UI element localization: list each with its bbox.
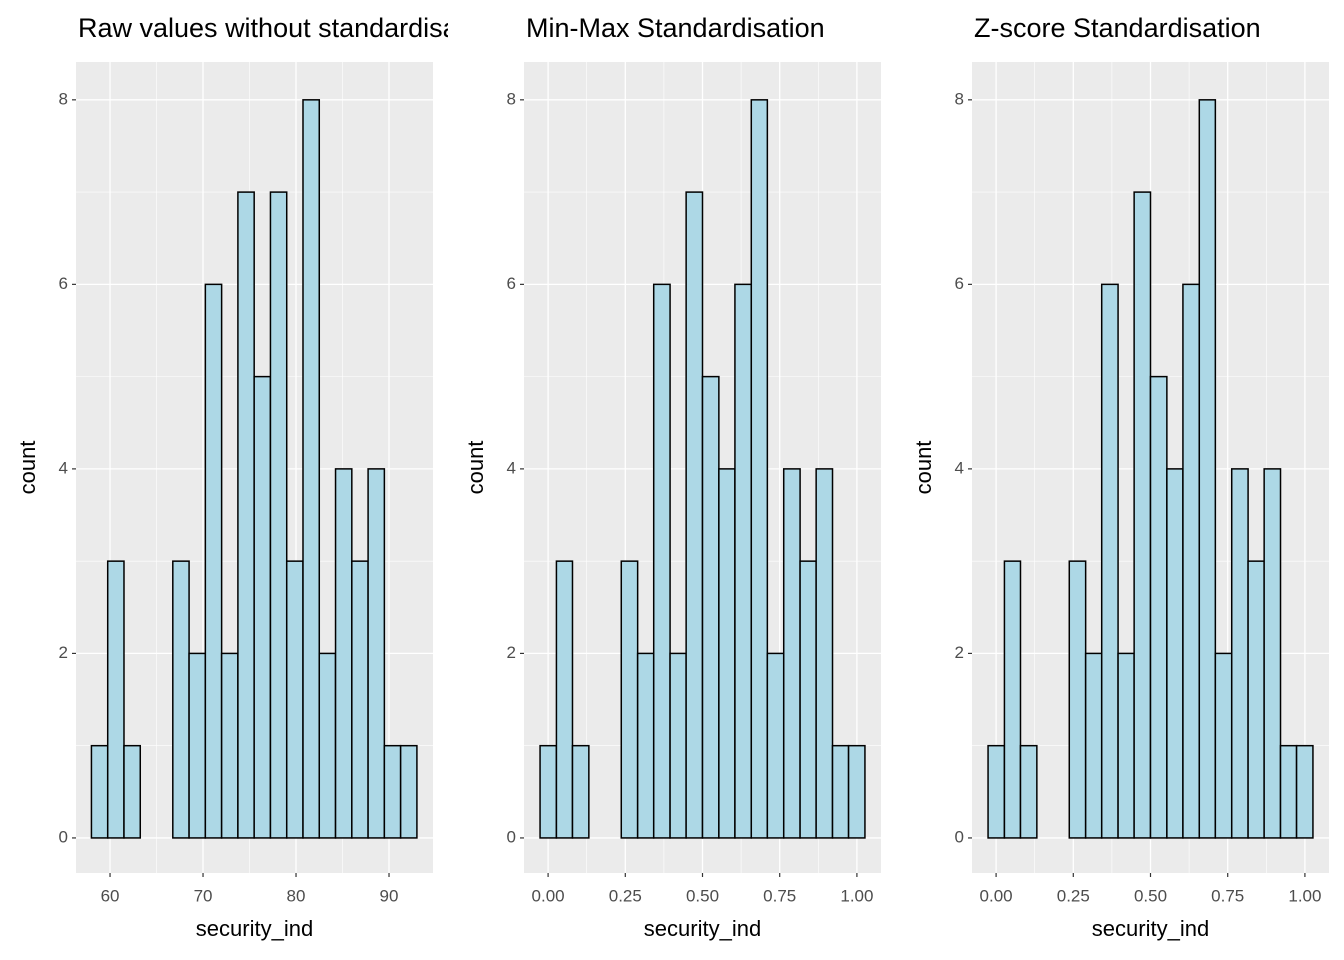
bar xyxy=(399,744,418,839)
x-tick-label: 0.50 xyxy=(686,886,719,905)
bar xyxy=(847,744,866,839)
bar xyxy=(652,283,671,839)
y-tick-label: 6 xyxy=(507,274,516,293)
y-tick-label: 0 xyxy=(507,827,516,846)
x-tick-label: 1.00 xyxy=(1288,886,1321,905)
bar xyxy=(90,744,109,839)
bar xyxy=(1117,652,1135,839)
bar xyxy=(1149,375,1168,839)
bar xyxy=(685,191,704,839)
bar xyxy=(1019,744,1038,839)
bar xyxy=(1247,560,1265,839)
bar xyxy=(285,560,304,839)
bar xyxy=(750,99,769,839)
bar xyxy=(831,744,850,839)
bar xyxy=(1166,468,1184,839)
y-tick-label: 4 xyxy=(507,458,516,477)
bar xyxy=(799,560,817,839)
bar xyxy=(718,468,736,839)
bar xyxy=(1084,652,1103,839)
x-tick-label: 0.25 xyxy=(609,886,642,905)
panel-title: Raw values without standardisation xyxy=(78,13,501,43)
bar xyxy=(1279,744,1298,839)
x-tick-label: 80 xyxy=(287,886,306,905)
bar xyxy=(106,560,125,839)
bar xyxy=(1003,560,1022,839)
x-tick-label: 0.00 xyxy=(980,886,1013,905)
panel: 0 2 4 6 8 0.00 0.25 0.50 0.75 1.00 Min-Max Standar… xyxy=(463,13,881,941)
x-tick-label: 0.50 xyxy=(1134,886,1167,905)
bar xyxy=(334,468,353,839)
x-tick-label: 70 xyxy=(194,886,213,905)
x-tick-label: 60 xyxy=(101,886,120,905)
bar xyxy=(620,560,639,839)
bar xyxy=(253,375,272,839)
bar xyxy=(1295,744,1314,839)
bar xyxy=(1068,560,1087,839)
bar xyxy=(815,468,834,839)
bar xyxy=(1230,468,1249,839)
bar xyxy=(1182,283,1201,839)
x-axis-label: security_ind xyxy=(196,916,313,941)
y-tick-label: 2 xyxy=(507,643,516,662)
x-axis-label: security_ind xyxy=(644,916,761,941)
bar xyxy=(1214,652,1233,839)
bar xyxy=(636,652,655,839)
bar xyxy=(237,191,255,839)
y-axis-label: count xyxy=(15,441,40,495)
bar xyxy=(669,652,687,839)
y-tick-label: 4 xyxy=(955,458,964,477)
y-tick-label: 6 xyxy=(59,274,68,293)
bar xyxy=(172,560,190,839)
x-tick-label: 0.75 xyxy=(763,886,796,905)
bar xyxy=(351,560,369,839)
x-tick-label: 1.00 xyxy=(840,886,873,905)
bar xyxy=(383,744,402,839)
x-axis-label: security_ind xyxy=(1092,916,1209,941)
panel-title: Min-Max Standardisation xyxy=(526,13,825,43)
y-tick-label: 0 xyxy=(59,827,68,846)
bar xyxy=(367,468,386,839)
x-tick-label: 0.00 xyxy=(532,886,565,905)
panel: 0 2 4 6 8 0.00 0.25 0.50 0.75 1.00 Z-score Standar… xyxy=(911,13,1329,941)
bar xyxy=(766,652,785,839)
bar xyxy=(318,652,337,839)
bar xyxy=(188,652,207,839)
bar xyxy=(782,468,801,839)
bar xyxy=(987,744,1006,839)
y-tick-label: 0 xyxy=(955,827,964,846)
bar xyxy=(123,744,142,839)
bar xyxy=(204,283,223,839)
bar xyxy=(302,99,321,839)
x-tick-label: 90 xyxy=(380,886,399,905)
bar xyxy=(1133,191,1152,839)
y-tick-label: 8 xyxy=(955,89,964,108)
y-tick-label: 6 xyxy=(955,274,964,293)
bar xyxy=(1198,99,1217,839)
bar xyxy=(220,652,239,839)
y-tick-label: 8 xyxy=(507,89,516,108)
bar xyxy=(555,560,574,839)
y-tick-label: 2 xyxy=(59,643,68,662)
panel-title: Z-score Standardisation xyxy=(974,13,1261,43)
bar xyxy=(734,283,753,839)
y-tick-label: 4 xyxy=(59,458,68,477)
bar xyxy=(269,191,288,839)
x-tick-label: 0.75 xyxy=(1211,886,1244,905)
bar xyxy=(701,375,720,839)
x-tick-label: 0.25 xyxy=(1057,886,1090,905)
y-axis-label: count xyxy=(911,441,936,495)
y-tick-label: 2 xyxy=(955,643,964,662)
y-tick-label: 8 xyxy=(59,89,68,108)
bar xyxy=(1100,283,1119,839)
bar xyxy=(539,744,558,839)
bar xyxy=(571,744,590,839)
y-axis-label: count xyxy=(463,441,488,495)
bar xyxy=(1263,468,1282,839)
panel: 0 2 4 6 8 60 70 80 90 Raw values without standard… xyxy=(15,13,501,941)
